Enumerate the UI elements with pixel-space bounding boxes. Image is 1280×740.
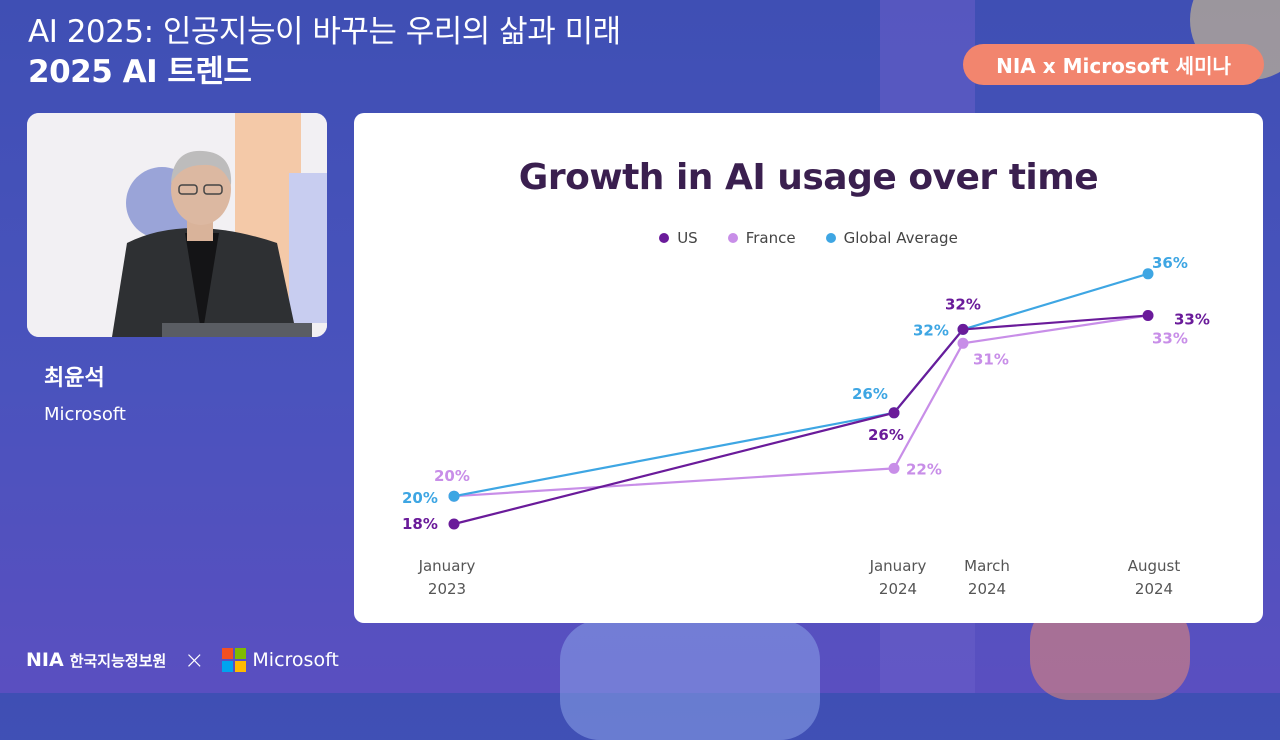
data-label-us: 33%: [1174, 311, 1210, 329]
data-label-us: 26%: [868, 426, 904, 444]
footer-logos: NIA 한국지능정보원 × Microsoft: [26, 646, 339, 674]
data-label-global-average: 32%: [913, 321, 949, 339]
x-tick-label: 2024: [968, 580, 1006, 598]
line-chart: 18% 26% 32% 33% 20% 22% 31% 33% 20% 26% 32% 36% Janu…: [402, 254, 1210, 598]
legend-item-global-average: Global Average: [825, 229, 958, 247]
data-point-us: [957, 323, 969, 335]
microsoft-label: Microsoft: [252, 649, 339, 671]
legend-item-france: France: [727, 229, 796, 247]
chart-title: Growth in AI usage over time: [518, 157, 1099, 198]
data-label-us: 32%: [945, 295, 981, 313]
page-title: AI 2025: 인공지능이 바꾸는 우리의 삶과 미래: [28, 14, 621, 50]
series-line-france: [453, 314, 1149, 498]
x-tick-label: 2023: [428, 580, 466, 598]
speaker-video: [27, 113, 327, 337]
data-point-global-average: [1142, 268, 1154, 280]
nia-logo: NIA: [26, 649, 64, 671]
x-tick-label: January: [869, 557, 927, 575]
legend-label: US: [677, 229, 698, 247]
legend-dot-icon: [825, 233, 836, 243]
separator-icon: ×: [184, 646, 205, 674]
data-point-us: [1142, 310, 1154, 321]
series-line-us: [453, 314, 1149, 526]
data-label-france: 31%: [973, 350, 1009, 368]
data-point-us: [888, 407, 900, 419]
microsoft-logo-icon: [222, 648, 247, 672]
legend-label: Global Average: [843, 229, 958, 247]
data-label-global-average: 26%: [852, 385, 888, 403]
series-line-global-average: [453, 272, 1149, 498]
data-label-france: 22%: [906, 460, 942, 478]
speaker-organization: Microsoft: [44, 404, 126, 425]
nia-korean-name: 한국지능정보원: [69, 651, 167, 670]
x-tick-label: 2024: [1135, 580, 1173, 598]
data-point-france: [957, 337, 969, 349]
legend-dot-icon: [659, 233, 670, 243]
data-point-france: [888, 462, 900, 474]
x-tick-label: August: [1128, 557, 1181, 575]
data-label-global-average: 20%: [402, 489, 438, 507]
x-tick-label: 2024: [879, 580, 917, 598]
seminar-badge: NIA x Microsoft 세미나: [963, 44, 1264, 85]
data-point-global-average: [448, 490, 460, 502]
data-label-global-average: 36%: [1152, 254, 1188, 272]
page-subtitle: 2025 AI 트렌드: [28, 54, 252, 90]
data-label-france: 33%: [1152, 330, 1188, 348]
data-label-france: 20%: [434, 467, 470, 485]
chart-legend: US France Global Average: [354, 229, 1263, 247]
data-label-us: 18%: [402, 515, 438, 533]
data-point-us: [448, 518, 460, 530]
speaker-video-illustration: [27, 113, 327, 337]
chart-card: Growth in AI usage over time US France G…: [354, 113, 1263, 623]
x-tick-label: January: [418, 557, 476, 575]
legend-dot-icon: [727, 233, 738, 243]
legend-label: France: [745, 229, 796, 247]
legend-item-us: US: [659, 229, 698, 247]
speaker-name: 최윤석: [44, 366, 105, 391]
background-shape: [560, 620, 820, 740]
x-tick-label: March: [964, 557, 1010, 575]
